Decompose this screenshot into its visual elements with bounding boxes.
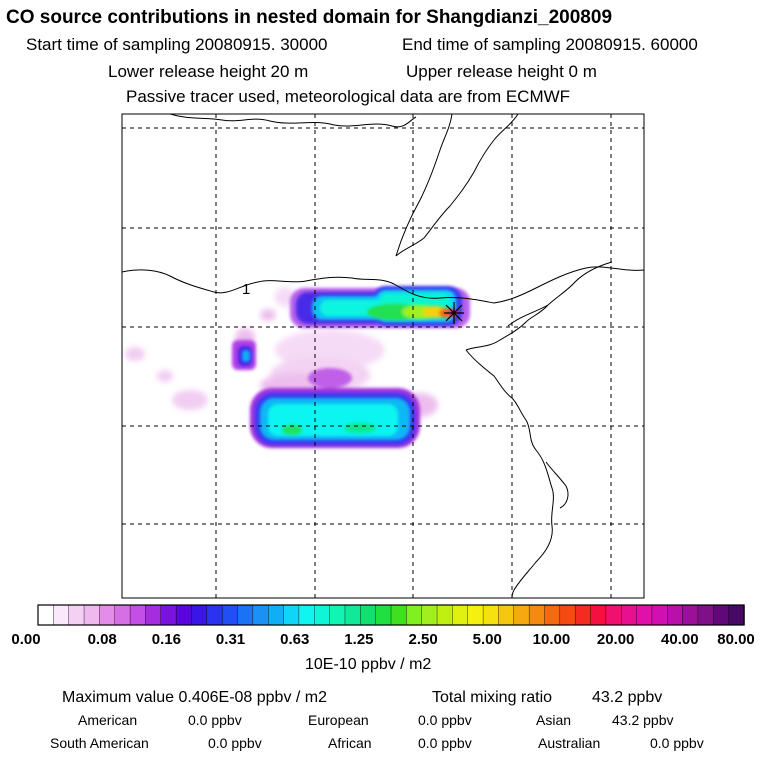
- region-name: South American: [50, 735, 149, 751]
- colorbar-tick-label: 1.25: [344, 631, 374, 648]
- colorbar-units: 10E-10 ppbv / m2: [305, 656, 432, 673]
- colorbar-tick-label: 40.00: [661, 631, 699, 648]
- colorbar-tick-label: 0.63: [280, 631, 310, 648]
- maximum-value: Maximum value 0.406E-08 ppbv / m2: [62, 689, 328, 706]
- receptor-marker-icon: [444, 302, 464, 324]
- lower-release-height: Lower release height 20 m: [108, 62, 309, 81]
- sampling-start: Start time of sampling 20080915. 30000: [26, 35, 328, 54]
- colorbar-tick-label: 80.00: [717, 631, 755, 648]
- contour-label: 1: [242, 281, 250, 298]
- total-mixing-ratio-label: Total mixing ratio: [432, 689, 553, 706]
- region-value: 0.0 ppbv: [418, 712, 472, 728]
- map-panel: 1: [121, 113, 645, 599]
- map-frame: [121, 113, 645, 599]
- region-value: 0.0 ppbv: [650, 735, 704, 751]
- region-name: African: [328, 735, 372, 751]
- region-value: 0.0 ppbv: [188, 712, 242, 728]
- region-name: Asian: [536, 712, 572, 728]
- coastlines-borders: [122, 114, 644, 598]
- tracer-info: Passive tracer used, meteorological data…: [126, 87, 571, 106]
- colorbar-tick-label: 10.00: [532, 631, 571, 648]
- region-value: 0.0 ppbv: [418, 735, 472, 751]
- plot-title: CO source contributions in nested domain…: [6, 7, 613, 28]
- upper-release-height: Upper release height 0 m: [406, 62, 597, 81]
- region-name: American: [78, 712, 138, 728]
- colorbar-tick-label: 2.50: [408, 631, 438, 648]
- region-value: 43.2 ppbv: [612, 712, 674, 728]
- region-name: Australian: [538, 735, 601, 751]
- colorbar-tick-label: 20.00: [596, 631, 635, 648]
- region-name: European: [308, 712, 369, 728]
- lat-lon-grid: [122, 114, 644, 598]
- plume: [125, 286, 470, 448]
- colorbar-tick-label: 0.31: [215, 631, 246, 648]
- colorbar-tick-label: 0.00: [11, 631, 41, 648]
- colorbar-tick-label: 0.16: [151, 631, 181, 648]
- total-mixing-ratio-value: 43.2 ppbv: [592, 689, 663, 706]
- sampling-end: End time of sampling 20080915. 60000: [402, 35, 698, 54]
- map-background: [122, 114, 644, 598]
- region-value: 0.0 ppbv: [208, 735, 262, 751]
- colorbar-tick-label: 5.00: [472, 631, 502, 648]
- colorbar-tick-label: 0.08: [87, 631, 117, 648]
